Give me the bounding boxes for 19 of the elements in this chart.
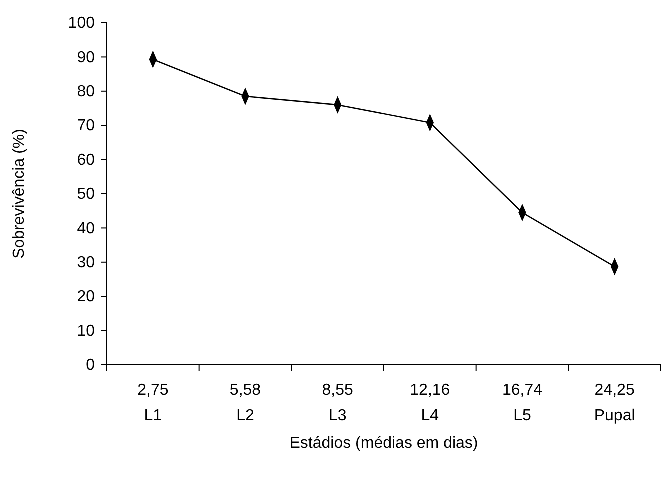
x-tick-label: 8,55 L3 xyxy=(322,382,354,425)
x-tick-label: 24,25 Pupal xyxy=(594,382,636,425)
y-tick-label: 60 xyxy=(77,152,96,169)
y-tick-label: 90 xyxy=(77,49,96,66)
y-tick-label: 10 xyxy=(77,322,96,340)
x-tick-label: 12,16 L4 xyxy=(410,382,450,425)
x-tick-label: 5,58 L2 xyxy=(230,382,262,425)
y-tick-label: 70 xyxy=(77,118,96,135)
y-tick-label: 30 xyxy=(77,254,96,272)
x-axis-title: Estádios (médias em dias) xyxy=(290,435,478,452)
y-axis-title: Sobrevivência (%) xyxy=(11,129,28,259)
y-tick-label: 50 xyxy=(77,186,96,204)
y-tick-label: 40 xyxy=(77,220,96,238)
y-tick-label: 20 xyxy=(77,288,96,306)
y-tick-label: 80 xyxy=(77,84,96,101)
x-tick-label: 16,74 L5 xyxy=(502,382,543,425)
y-tick-label: 0 xyxy=(86,357,96,374)
x-tick-label: 2,75 L1 xyxy=(138,382,169,425)
y-tick-label: 100 xyxy=(68,15,96,32)
